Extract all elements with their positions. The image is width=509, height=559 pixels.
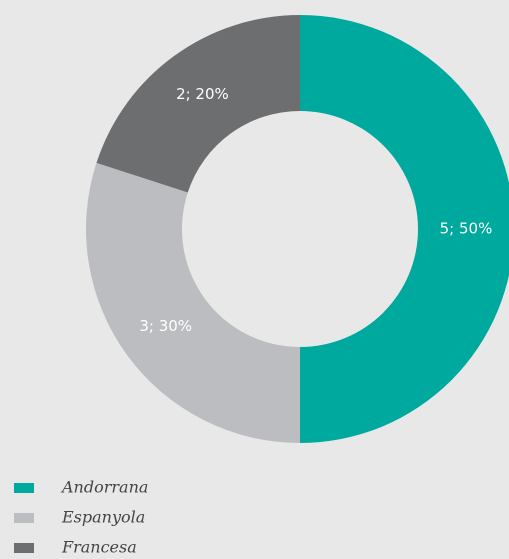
data-label: 5; 50% [440, 220, 493, 238]
donut-slice [300, 15, 509, 443]
donut-slice [85, 162, 300, 443]
legend-swatch [14, 543, 34, 553]
legend-label: Andorrana [60, 478, 148, 497]
legend-swatch [14, 513, 34, 523]
legend-label: Francesa [61, 538, 137, 557]
legend-swatch [14, 483, 34, 493]
data-label: 2; 20% [176, 85, 229, 103]
data-label: 3; 30% [139, 317, 192, 335]
legend-label: Espanyola [61, 508, 145, 527]
donut-slice [96, 15, 300, 193]
